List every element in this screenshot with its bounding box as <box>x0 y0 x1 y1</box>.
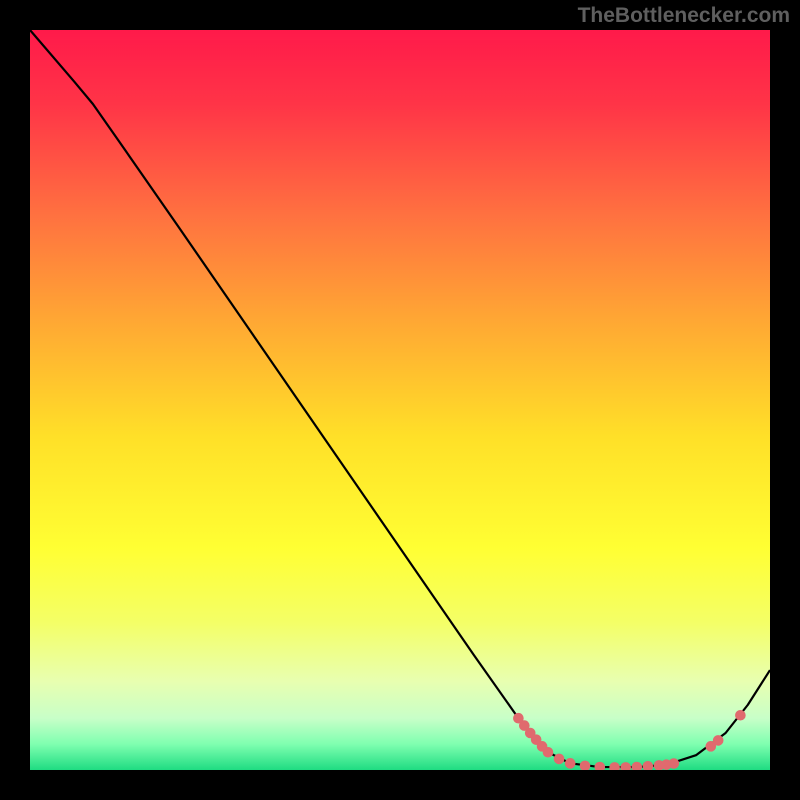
data-marker <box>580 761 590 770</box>
data-marker <box>669 759 679 769</box>
data-marker <box>565 759 575 769</box>
watermark-text: TheBottlenecker.com <box>578 4 790 28</box>
data-marker <box>595 762 605 770</box>
data-marker <box>554 754 564 764</box>
bottleneck-curve <box>30 30 770 767</box>
data-marker <box>736 710 746 720</box>
curve-layer <box>30 30 770 770</box>
data-marker <box>621 763 631 770</box>
data-marker <box>543 747 553 757</box>
data-marker <box>713 736 723 746</box>
data-marker <box>643 762 653 771</box>
chart-container: TheBottlenecker.com <box>0 0 800 800</box>
data-marker <box>610 763 620 770</box>
data-marker <box>632 762 642 770</box>
plot-area <box>30 30 770 770</box>
